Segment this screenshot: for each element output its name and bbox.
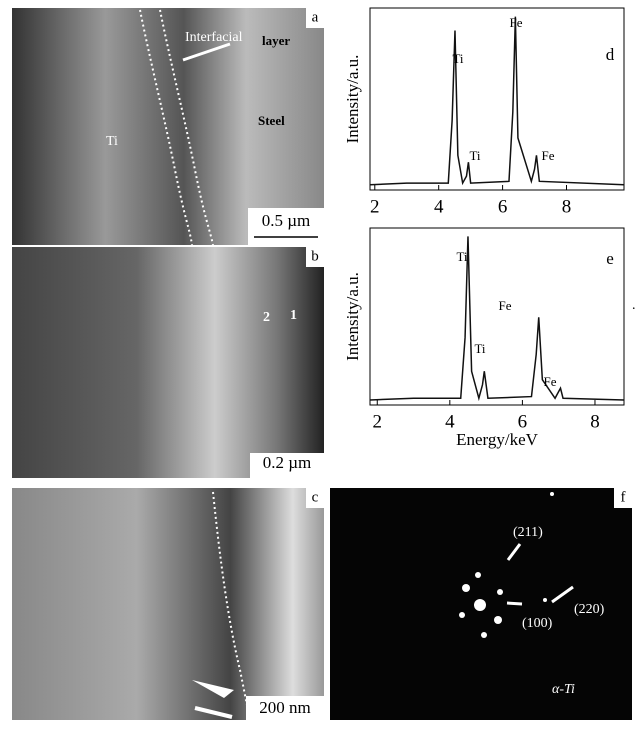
annotation: layer xyxy=(262,33,290,48)
peak-label: Fe xyxy=(510,15,523,30)
peak-label: Fe xyxy=(499,298,512,313)
peak-label: Ti xyxy=(474,341,485,356)
peak-label: Ti xyxy=(452,51,463,66)
panel-label: e xyxy=(606,249,614,268)
figure: a Interfacial layer Ti Steel 0.5 µm b 1 … xyxy=(0,0,636,726)
x-tick-label: 2 xyxy=(373,411,383,432)
ring-label: (220) xyxy=(574,602,605,617)
y-axis-label: Intensity/a.u. xyxy=(343,272,362,361)
x-tick-label: 8 xyxy=(562,196,572,217)
plot-frame xyxy=(370,8,624,190)
x-tick-label: 4 xyxy=(434,196,444,217)
peak-label: Ti xyxy=(469,148,480,163)
panel-label: c xyxy=(312,489,319,505)
ring-label: (211) xyxy=(513,525,543,540)
panel-label: d xyxy=(606,45,615,64)
x-tick-label: 8 xyxy=(590,411,600,432)
peak-label: Ti xyxy=(456,249,467,264)
peak-label: Fe xyxy=(542,148,555,163)
scale-label: 200 nm xyxy=(259,698,310,717)
page: {"panels":{ "a":{"label":"a","interfacia… xyxy=(0,0,636,731)
ring-label: (100) xyxy=(522,616,553,631)
panel-label: f xyxy=(621,489,626,505)
plot-frame xyxy=(370,228,624,405)
panel-label: a xyxy=(312,9,319,25)
x-tick-label: 2 xyxy=(370,196,380,217)
x-axis-label: Energy/keV xyxy=(456,430,539,449)
stray-mark: . xyxy=(632,298,636,313)
annotation: Ti xyxy=(106,134,118,149)
scale-label: 0.2 µm xyxy=(263,453,312,472)
annotation: Steel xyxy=(258,113,285,128)
y-axis-label: Intensity/a.u. xyxy=(343,55,362,144)
tem-image-c xyxy=(12,488,324,720)
x-tick-label: 6 xyxy=(498,196,508,217)
annotation: Interfacial xyxy=(185,30,243,45)
phase-label: α-Ti xyxy=(552,682,575,697)
peak-label: Fe xyxy=(544,374,557,389)
tem-image-b xyxy=(12,247,324,478)
panel-label: b xyxy=(311,248,319,264)
point-label: 1 xyxy=(290,308,297,323)
scale-label: 0.5 µm xyxy=(262,211,311,230)
point-label: 2 xyxy=(263,310,270,325)
x-tick-label: 4 xyxy=(445,411,455,432)
